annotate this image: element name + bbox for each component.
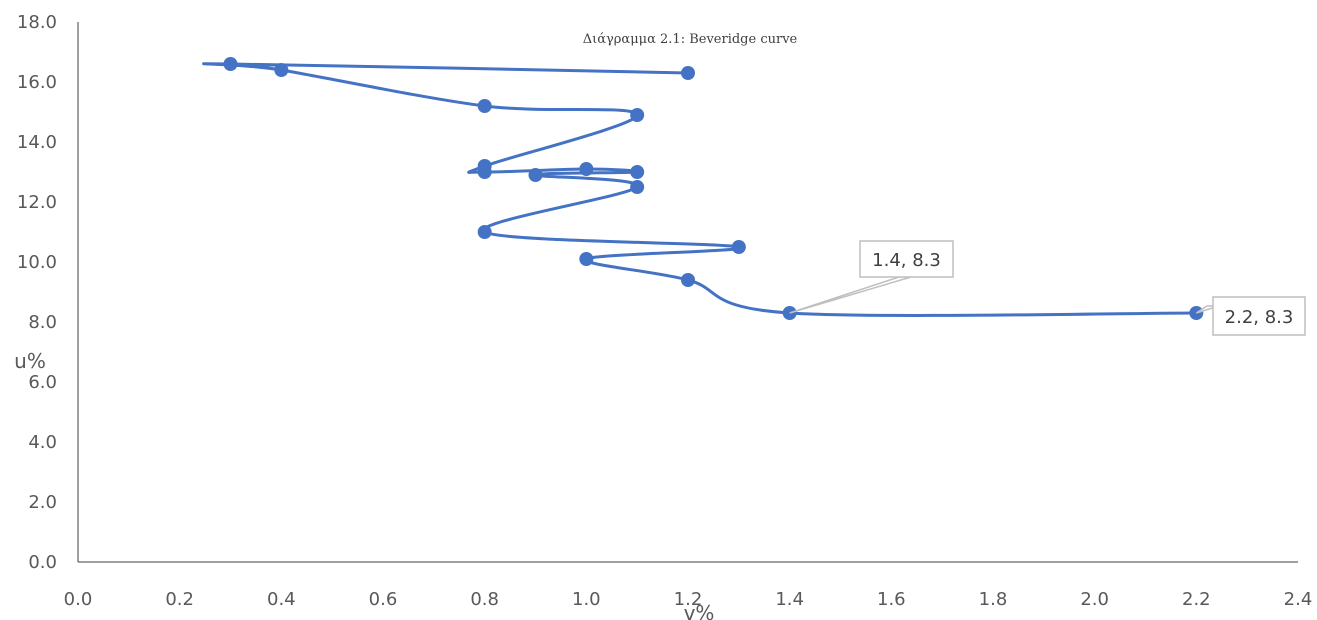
series-line [202, 62, 1197, 317]
data-point [223, 57, 238, 71]
data-point [528, 168, 543, 182]
callout-label: 1.4, 8.3 [872, 250, 941, 271]
y-tick-label: 12.0 [17, 192, 57, 213]
y-tick-label: 18.0 [17, 12, 57, 33]
x-tick-label: 1.4 [775, 589, 804, 610]
callout-box [859, 240, 954, 278]
data-point [630, 180, 645, 194]
x-tick-label: 0.2 [165, 589, 194, 610]
x-tick-label: 0.4 [267, 589, 296, 610]
data-callout: 2.2, 8.3 [1195, 296, 1306, 336]
data-points [223, 57, 1204, 320]
x-tick-label: 2.2 [1182, 589, 1211, 610]
data-point [681, 273, 695, 287]
data-point [630, 108, 645, 122]
data-callout: 1.4, 8.3 [789, 240, 954, 314]
data-point [731, 240, 746, 254]
data-point [274, 63, 289, 77]
data-point [477, 159, 492, 173]
y-tick-label: 6.0 [28, 372, 57, 393]
y-tick-label: 8.0 [28, 312, 57, 333]
x-tick-label: 2.0 [1080, 589, 1109, 610]
x-axis-title: v% [684, 601, 715, 620]
data-point [579, 252, 594, 266]
y-tick-labels: 0.0 2.0 4.0 6.0 8.0 10.0 12.0 14.0 16.0 18.0 [17, 12, 57, 573]
x-tick-label: 1.6 [877, 589, 906, 610]
y-tick-label: 4.0 [28, 432, 57, 453]
y-tick-label: 14.0 [17, 132, 57, 153]
x-tick-label: 0.8 [470, 589, 499, 610]
callout-pointer [789, 276, 912, 314]
y-tick-label: 16.0 [17, 72, 57, 93]
y-tick-label: 10.0 [17, 252, 57, 273]
y-tick-label: 2.0 [28, 492, 57, 513]
x-tick-label: 1.8 [979, 589, 1008, 610]
data-point [477, 225, 492, 239]
data-point [681, 66, 695, 80]
data-point [630, 165, 645, 179]
y-axis-title: u% [14, 349, 46, 373]
data-point [579, 162, 594, 176]
x-tick-label: 2.4 [1284, 589, 1313, 610]
x-tick-labels: 0.0 0.2 0.4 0.6 0.8 1.0 1.2 1.4 1.6 1.8 2.0 2.2 2.4 [64, 589, 1313, 610]
chart-title: Διάγραμμα 2.1: Beveridge curve [583, 32, 798, 47]
x-tick-label: 0.0 [64, 589, 93, 610]
y-tick-label: 0.0 [28, 552, 57, 573]
x-tick-label: 1.0 [572, 589, 601, 610]
callout-box [1212, 296, 1306, 336]
data-callouts: 1.4, 8.3 2.2, 8.3 [789, 240, 1306, 336]
x-tick-label: 0.6 [369, 589, 398, 610]
data-point [477, 99, 492, 113]
x-tick-label: 1.2 [674, 589, 703, 610]
callout-label: 2.2, 8.3 [1225, 307, 1294, 328]
